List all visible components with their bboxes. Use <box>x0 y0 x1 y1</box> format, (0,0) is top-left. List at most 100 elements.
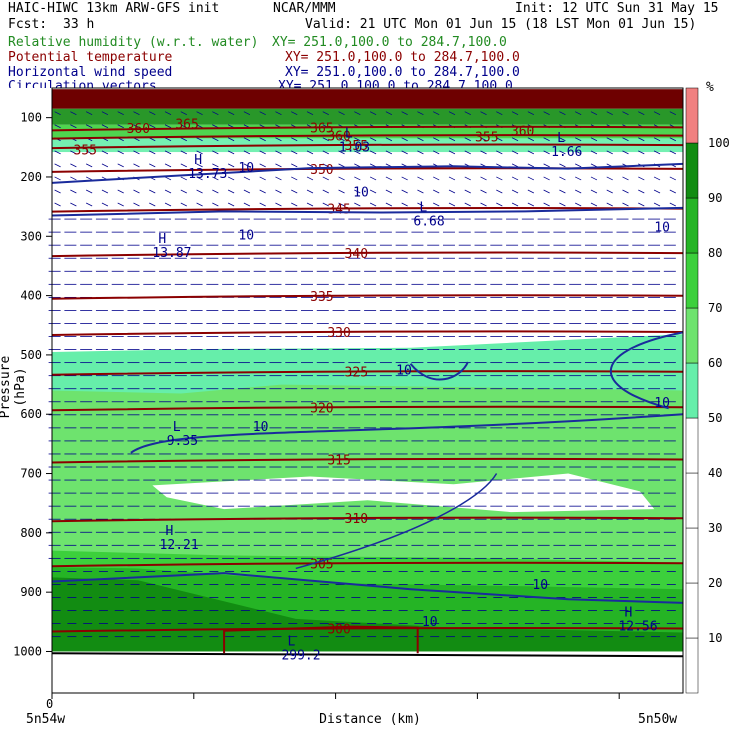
wind-vector <box>306 111 314 116</box>
extremum-L-marker: L <box>419 201 427 216</box>
wind-vector <box>369 150 377 155</box>
colorbar-segment <box>685 362 699 419</box>
wind-vector <box>227 176 235 181</box>
wind-vector <box>338 111 345 116</box>
wind-vector <box>653 176 661 181</box>
wind-vector <box>511 137 519 142</box>
extremum-L-marker: L <box>287 635 295 650</box>
colorbar-tick-label-70: 70 <box>708 301 722 315</box>
wind-vector <box>291 189 298 194</box>
wind-vector <box>590 189 598 194</box>
wind-vector <box>149 124 156 129</box>
wind-vector <box>180 124 187 129</box>
wind-vector <box>196 163 203 168</box>
wind-vector <box>70 124 77 129</box>
wind-vector <box>149 189 156 194</box>
wind-vector <box>54 189 61 194</box>
wind-vector <box>212 189 219 194</box>
wind-vector <box>164 111 172 116</box>
field-circ-xy: XY= 251.0,100.0 to 284.7,100.0 <box>278 79 513 94</box>
wind-vector <box>338 163 345 168</box>
theta-label-340: 340 <box>345 247 368 262</box>
wind-vector <box>575 163 582 168</box>
theta-line-335 <box>51 294 684 300</box>
wind-vector <box>653 150 661 155</box>
wind-vector <box>511 150 519 155</box>
colorbar-segment <box>685 582 699 639</box>
wind-vector <box>291 176 298 181</box>
wind-vector <box>401 202 408 207</box>
wind-vector <box>369 137 377 142</box>
wind-vector <box>196 189 203 194</box>
colorbar-tick-label-90: 90 <box>708 191 722 205</box>
y-axis-title: Pressure (hPa) <box>0 355 28 419</box>
wind-vector <box>354 202 361 207</box>
y-tick-label-200: 200 <box>20 170 42 184</box>
wind-vector <box>543 189 550 194</box>
wind-vector <box>401 176 408 181</box>
wind-vector <box>606 150 613 155</box>
field-rh-xy: XY= 251.0,100.0 to 284.7,100.0 <box>272 35 507 50</box>
contour-inline-label: 10 <box>396 363 412 378</box>
wind-vector <box>496 111 503 116</box>
theta-line-360 <box>51 134 684 140</box>
wind-vector <box>527 176 535 181</box>
contour-inline-label: 10 <box>532 578 548 593</box>
wind-vector <box>149 163 156 168</box>
org-label: NCAR/MMM <box>273 1 336 16</box>
extremum-value: 299.2 <box>281 649 320 664</box>
wind-vector <box>354 163 361 168</box>
theta-label-360: 360 <box>327 130 350 145</box>
extremum-H-marker: H <box>624 606 632 621</box>
colorbar-segment <box>685 527 699 584</box>
wind-vector <box>101 189 109 194</box>
contour-inline-label: 10 <box>654 221 670 236</box>
contour-inline-label: 10 <box>353 186 369 201</box>
wind-vector <box>117 202 124 207</box>
forecast-label: Fcst: <box>8 17 48 32</box>
wind-vector <box>575 176 582 181</box>
wind-vector <box>70 176 77 181</box>
extremum-value: 9.35 <box>167 434 198 449</box>
wind-vector <box>227 202 235 207</box>
y-tick-label-400: 400 <box>20 289 42 303</box>
field-rh-name: Relative humidity (w.r.t. water) <box>8 35 259 50</box>
wind-vector <box>291 111 298 116</box>
wind-vector <box>291 137 298 142</box>
contour-inline-label: 10 <box>253 420 269 435</box>
wind-vector <box>527 189 535 194</box>
wind-vector <box>164 176 172 181</box>
y-tick-label-100: 100 <box>20 111 42 125</box>
wind-vector <box>590 202 598 207</box>
wind-vector <box>243 202 251 207</box>
wind-vector <box>306 202 314 207</box>
wind-vector <box>433 202 440 207</box>
theta-line-355 <box>51 143 684 150</box>
wind-vector <box>354 137 361 142</box>
wind-vector <box>164 163 172 168</box>
init-time: Init: 12 UTC Sun 31 May 15 <box>515 1 719 16</box>
wind-vector <box>259 150 266 155</box>
wind-vector <box>448 176 456 181</box>
wind-vector <box>322 163 329 168</box>
wind-vector <box>543 137 550 142</box>
wind-vector <box>496 137 503 142</box>
wind-vector <box>433 111 440 116</box>
wind-vector <box>385 137 393 142</box>
colorbar-segment <box>685 142 699 199</box>
wind-vector <box>401 137 408 142</box>
contour-inline-label: 365 <box>175 117 198 132</box>
wind-vector <box>133 124 140 129</box>
wind-vector <box>496 189 503 194</box>
wind-vector <box>259 202 266 207</box>
theta-label-330: 330 <box>327 326 350 341</box>
wind-vector <box>180 176 187 181</box>
wind-vector <box>369 202 377 207</box>
contour-inline-label: 355 <box>74 143 97 158</box>
wind-vector <box>85 176 93 181</box>
wind-vector <box>417 137 424 142</box>
wind-vector <box>85 150 93 155</box>
wind-vector <box>117 163 124 168</box>
wind-vector <box>291 150 298 155</box>
wind-vector <box>480 202 487 207</box>
